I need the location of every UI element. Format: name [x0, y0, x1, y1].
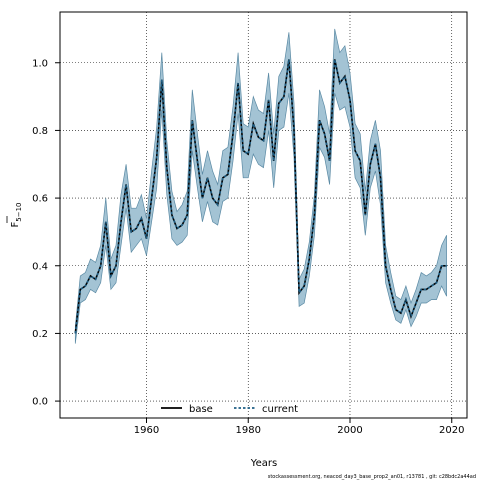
plot-frame: [59, 11, 468, 419]
y-tick-label-4: 0.8: [32, 126, 48, 137]
svg-text:F5−10: F5−10: [10, 203, 23, 228]
y-tick-label-5: 1.0: [32, 58, 48, 69]
legend: base current: [161, 404, 298, 415]
x-tick-label-2000: 2000: [337, 425, 362, 436]
x-axis: 1960 1980 2000 2020: [134, 418, 464, 436]
x-axis-label: Years: [250, 458, 277, 469]
series-line-current: [74, 59, 447, 334]
x-tick-label-1980: 1980: [236, 425, 261, 436]
y-tick-label-3: 0.6: [32, 194, 48, 205]
y-axis-label-main: F: [10, 222, 21, 228]
footer-note: stockassessment.org, neacod_day3_base_pr…: [268, 474, 476, 480]
legend-label-base: base: [189, 404, 213, 415]
y-axis: 0.0 0.2 0.4 0.6 0.8 1.0: [32, 58, 60, 408]
y-tick-label-0: 0.0: [32, 397, 48, 408]
legend-label-current: current: [262, 404, 298, 415]
x-tick-label-2020: 2020: [439, 425, 464, 436]
grid-lines: [60, 12, 467, 418]
y-axis-label: F5−10: [6, 203, 23, 228]
y-tick-label-2: 0.4: [32, 261, 48, 272]
x-tick-label-1960: 1960: [134, 425, 159, 436]
y-axis-label-sub: 5−10: [15, 203, 23, 222]
y-tick-label-1: 0.2: [32, 329, 48, 340]
